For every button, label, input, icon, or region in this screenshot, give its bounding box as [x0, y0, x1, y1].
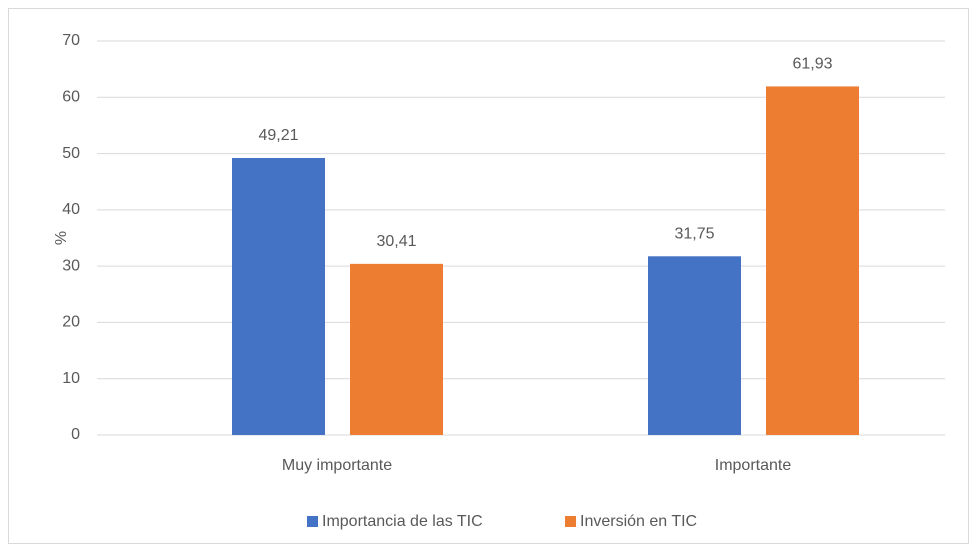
legend-swatch — [307, 516, 318, 527]
data-label: 30,41 — [376, 233, 416, 250]
data-label: 61,93 — [792, 56, 832, 73]
legend-swatch — [565, 516, 576, 527]
y-tick-label: 40 — [62, 201, 80, 218]
y-tick-label: 70 — [62, 32, 80, 49]
data-label: 49,21 — [258, 127, 298, 144]
bar — [350, 263, 443, 435]
y-tick-label: 0 — [71, 426, 80, 443]
y-tick-label: 50 — [62, 145, 80, 162]
y-axis-label: % — [53, 231, 70, 245]
y-tick-label: 10 — [62, 370, 80, 387]
y-tick-label: 30 — [62, 257, 80, 274]
legend-label: Importancia de las TIC — [322, 513, 483, 530]
bar — [766, 86, 859, 435]
x-tick-label: Muy importante — [282, 457, 392, 474]
bar — [232, 158, 325, 435]
data-label: 31,75 — [674, 226, 714, 243]
legend-label: Inversión en TIC — [580, 513, 697, 530]
x-tick-label: Importante — [715, 457, 792, 474]
bar — [648, 256, 741, 435]
y-tick-label: 60 — [62, 89, 80, 106]
y-tick-label: 20 — [62, 314, 80, 331]
